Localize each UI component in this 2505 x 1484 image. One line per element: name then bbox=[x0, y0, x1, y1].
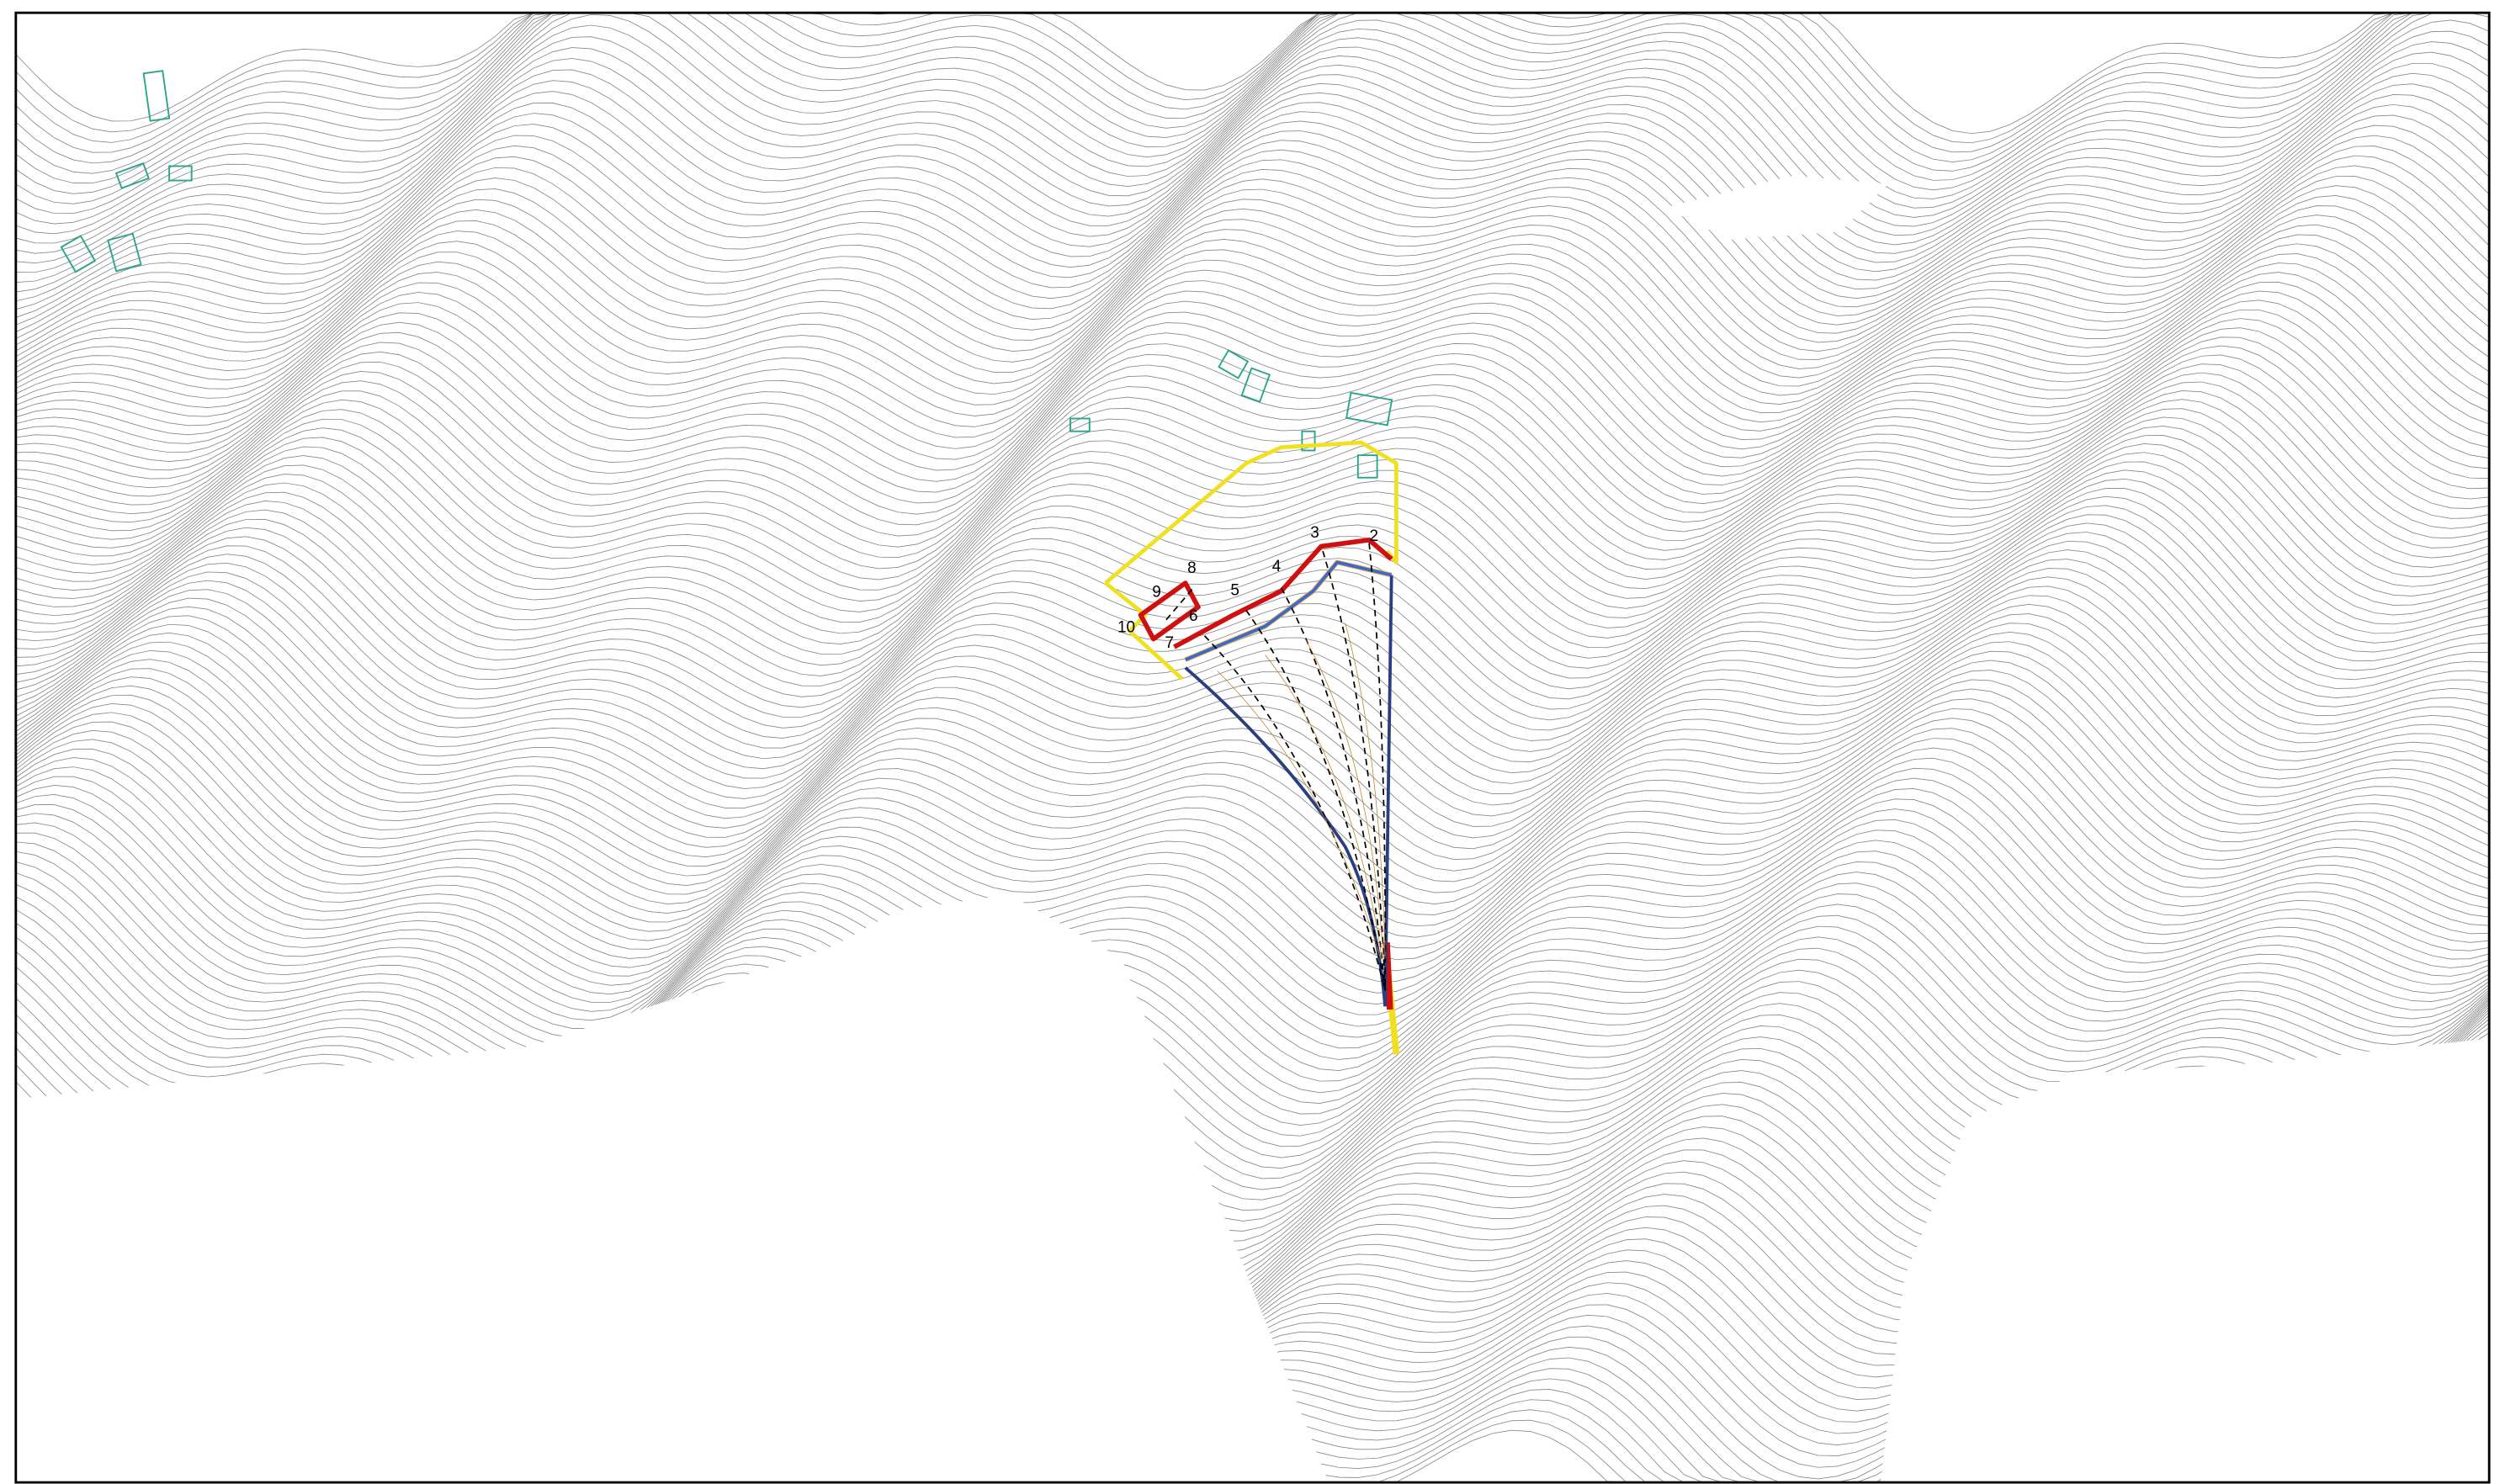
section-label: 3 bbox=[1310, 524, 1319, 542]
frame bbox=[14, 11, 2491, 1484]
section-label: 4 bbox=[1272, 558, 1282, 575]
section-label: 8 bbox=[1187, 559, 1197, 577]
section-label: 6 bbox=[1189, 607, 1198, 625]
section-label: 9 bbox=[1152, 583, 1161, 601]
section-labels: 2 3 4 5 67 8 9 10 bbox=[1117, 524, 1378, 652]
buildings bbox=[60, 70, 1393, 479]
blank-area bbox=[1880, 1038, 2490, 1484]
section-label: 5 bbox=[1230, 582, 1239, 600]
section-label: 2 bbox=[1370, 527, 1379, 545]
blank-area bbox=[1664, 175, 1889, 240]
section-label: 10 bbox=[1117, 618, 1135, 636]
section-label: 7 bbox=[1165, 634, 1174, 652]
survey-overlay bbox=[1104, 440, 1400, 1055]
blank-area bbox=[15, 894, 1329, 1484]
